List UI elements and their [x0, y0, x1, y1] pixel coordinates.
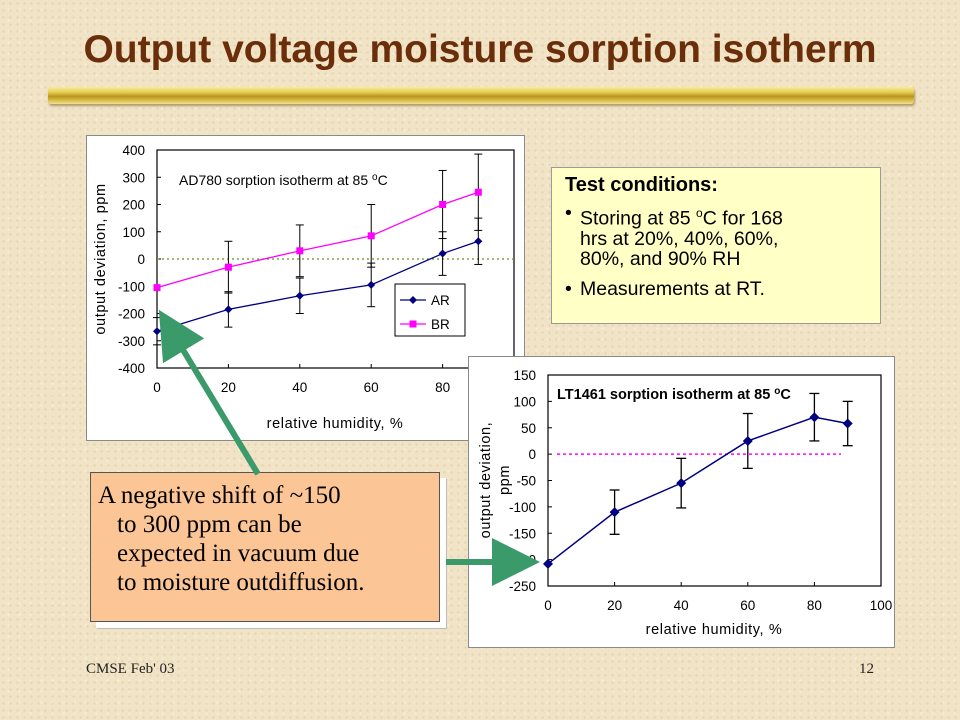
- test-conditions-heading: Test conditions:: [565, 174, 718, 196]
- data-point: [842, 418, 853, 429]
- series-line: [156, 240, 479, 332]
- y-tick-label: -100: [509, 500, 536, 515]
- x-tick-label: 80: [435, 380, 450, 395]
- data-point: [367, 280, 376, 289]
- x-tick-label: 0: [544, 598, 552, 613]
- note-box: A negative shift of ~150 to 300 ppm can …: [90, 472, 440, 622]
- data-point: [153, 284, 161, 292]
- data-point: [676, 478, 687, 489]
- series-line: [156, 191, 479, 289]
- x-tick-label: 100: [870, 598, 893, 613]
- lt1461-chart-svg: -250 -200 -150 -100 -50 0 50 100 150 0 20 40 60 80 100…: [478, 368, 893, 638]
- legend-marker: [409, 320, 417, 328]
- y-tick-label: 50: [521, 421, 536, 436]
- x-tick-label: 40: [292, 380, 307, 395]
- y-tick-label: 100: [122, 225, 145, 240]
- x-tick-label: 0: [153, 380, 161, 395]
- x-tick-label: 20: [607, 598, 622, 613]
- test-condition-text: Measurements at RT.: [580, 277, 765, 300]
- test-condition-text: 80%, and 90% RH: [580, 247, 741, 270]
- y-tick-label: -200: [509, 553, 536, 568]
- x-tick-label: 40: [674, 598, 689, 613]
- series-line: [547, 416, 848, 565]
- y-tick-label: 300: [122, 170, 145, 185]
- y-tick-label: -300: [118, 334, 145, 349]
- page-number: 12: [859, 661, 874, 677]
- data-point: [543, 558, 553, 569]
- title-divider: [48, 87, 914, 104]
- data-point: [439, 201, 447, 208]
- y-tick-label: 0: [528, 447, 536, 462]
- legend-marker: [409, 296, 417, 304]
- plot-frame: [547, 374, 882, 587]
- data-point: [742, 435, 753, 446]
- x-axis-label: relative humidity, %: [646, 622, 783, 638]
- data-point: [367, 232, 375, 240]
- test-condition-text: C for 168: [702, 207, 783, 230]
- data-point: [474, 188, 482, 196]
- data-point: [296, 247, 304, 255]
- y-tick-label: -150: [509, 526, 536, 541]
- y-tick-label: -400: [118, 361, 145, 376]
- degree-sup: o: [696, 206, 703, 220]
- test-conditions-box: Test conditions: Storing at 85 oC for 16…: [551, 167, 881, 324]
- test-condition-text: Storing at 85: [580, 207, 696, 230]
- test-condition-text: hrs at 20%, 40%, 60%,: [580, 227, 779, 250]
- y-tick-label: 0: [137, 252, 145, 267]
- x-tick-label: 20: [221, 380, 236, 395]
- data-point: [474, 237, 483, 246]
- x-tick-label: 80: [807, 598, 822, 613]
- slide-title: Output voltage moisture sorption isother…: [83, 28, 877, 71]
- footer-label: CMSE Feb' 03: [86, 661, 175, 677]
- y-tick-label: -100: [118, 279, 145, 294]
- lt1461-chart: -250 -200 -150 -100 -50 0 50 100 150 0 20 40 60 80 100…: [468, 356, 895, 648]
- x-tick-label: 60: [364, 380, 379, 395]
- chart-title: AD780 sorption isotherm at 85 oC: [179, 172, 388, 188]
- legend-label: BR: [431, 317, 450, 332]
- y-tick-label: 400: [122, 143, 145, 158]
- y-tick-label: -200: [118, 307, 145, 322]
- test-condition-item: Measurements at RT.: [565, 279, 866, 299]
- data-point: [224, 305, 233, 314]
- y-tick-label: -50: [516, 474, 536, 489]
- y-tick-label: 150: [513, 368, 536, 383]
- data-point: [153, 327, 161, 336]
- note-line: to 300 ppm can be: [117, 511, 302, 538]
- ad780-chart-svg: -400-300-200-100010020030040002040608010…: [93, 143, 524, 432]
- y-tick-label: 200: [122, 198, 145, 213]
- chart-title: LT1461 sorption isotherm at 85 oC: [557, 386, 791, 403]
- note-line: A negative shift of ~150: [98, 482, 341, 509]
- data-point: [224, 263, 232, 271]
- y-axis-label-line: ppm: [497, 465, 513, 495]
- y-axis-label-line: output deviation,: [478, 422, 494, 539]
- data-point: [295, 291, 304, 300]
- data-point: [809, 412, 820, 423]
- note-line: expected in vacuum due: [117, 540, 360, 567]
- x-axis-label: relative humidity, %: [267, 416, 404, 432]
- y-axis-label: output deviation, ppm: [93, 183, 109, 334]
- legend-box: [394, 283, 466, 337]
- data-point: [438, 249, 447, 258]
- y-tick-label: -250: [509, 579, 536, 594]
- legend-label: AR: [431, 293, 450, 308]
- y-tick-label: 100: [513, 394, 536, 409]
- data-point: [609, 507, 620, 518]
- x-tick-label: 60: [740, 598, 755, 613]
- note-line: to moisture outdiffusion.: [117, 569, 365, 596]
- ad780-chart: -400-300-200-100010020030040002040608010…: [86, 135, 525, 441]
